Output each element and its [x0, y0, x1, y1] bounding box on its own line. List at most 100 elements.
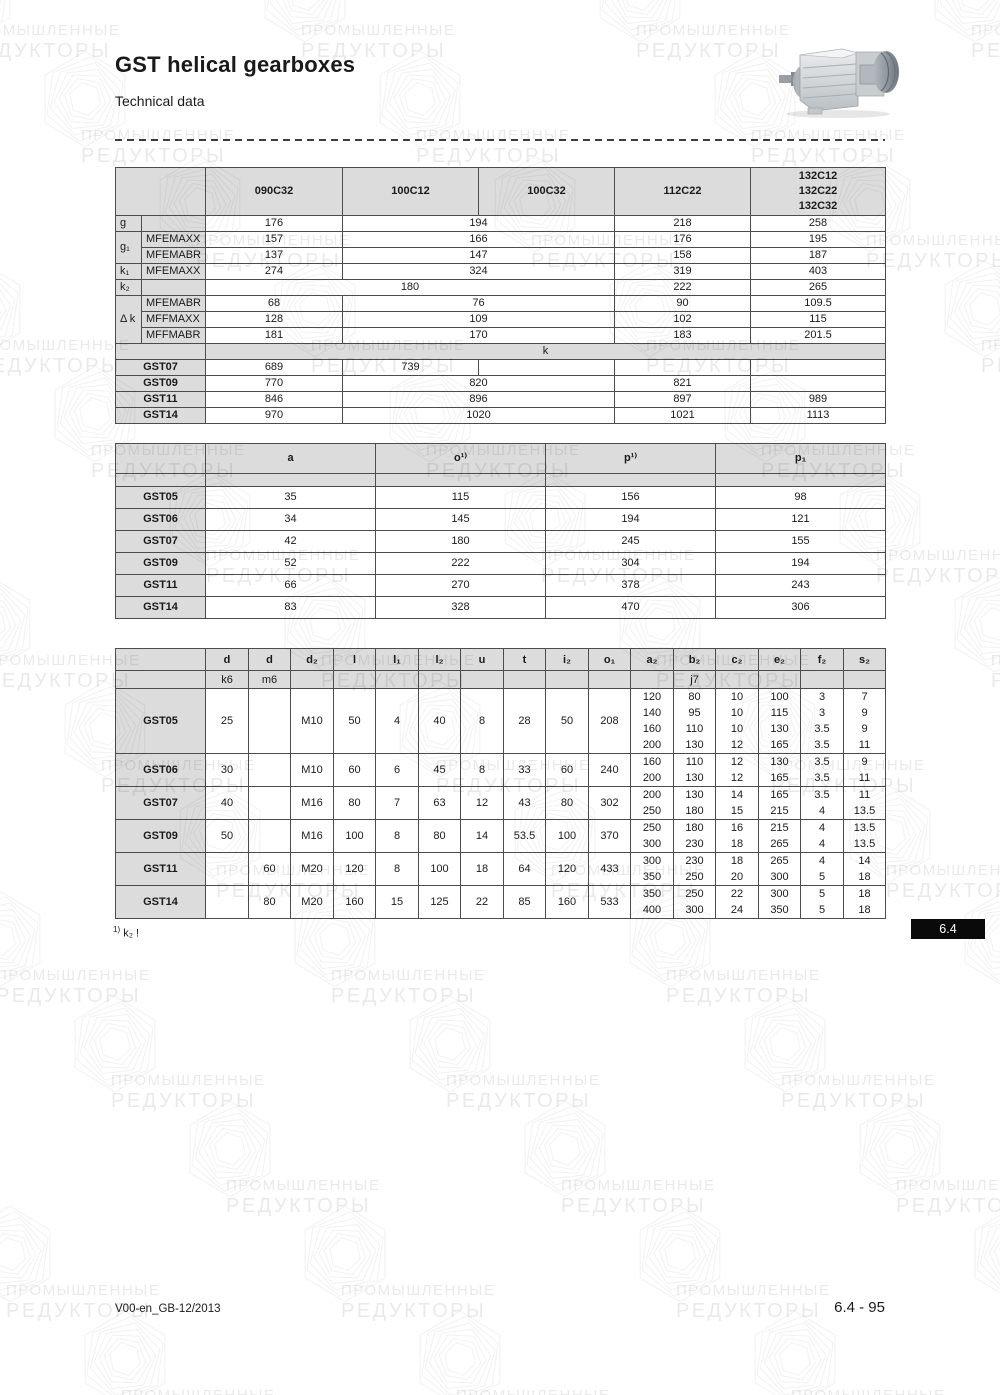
table-data-cell: 739 — [342, 359, 479, 376]
table-data-cell: 160 200 — [630, 753, 674, 787]
table-row: GST14 970 1020 1021 1113 — [115, 407, 886, 424]
table-data-cell: 137 — [205, 247, 343, 264]
table-data-cell: 9 11 — [843, 753, 886, 787]
table-row: k₁ MFEMAXX 274 324 319 403 — [115, 263, 886, 280]
table-row: GST07 689 739 — [115, 359, 886, 376]
table-data-cell: 100 — [418, 852, 461, 886]
watermark-text-line2: РЕДУКТОРЫ — [751, 145, 897, 167]
table-data-cell: 324 — [342, 263, 615, 280]
dashed-divider — [115, 139, 885, 141]
table-row: k6 m6 j7 — [115, 670, 886, 689]
table-data-cell: 50 — [333, 688, 376, 754]
table-data-cell: 821 — [614, 375, 751, 392]
table-data-cell: 50 — [545, 688, 589, 754]
table-data-cell: 250 300 — [630, 819, 674, 853]
table-data-cell: 102 — [614, 311, 751, 328]
watermark-text-line1: ПРОМЫШЛЕННЫЕ — [331, 967, 486, 984]
table-data-cell — [248, 688, 291, 754]
table-header-cell: c₂ — [715, 648, 759, 671]
table-gearbox-motor-dimensions: 090C32 100C12 100C32 112C22 132C12 132C22 13… — [115, 167, 886, 424]
watermark-text-line2: РЕДУКТОРЫ — [446, 1090, 592, 1112]
watermark-text-line2: РЕДУКТОРЫ — [226, 1195, 372, 1217]
table-data-cell: 274 — [205, 263, 343, 280]
table-data-cell: 60 — [333, 753, 376, 787]
table-data-cell: 115 — [375, 486, 546, 509]
table-data-cell: 110 130 — [673, 753, 716, 787]
table-header-cell: GST07 — [115, 530, 206, 553]
table-data-cell: 14 — [460, 819, 504, 853]
table-row: GST14 80 M20 160 15 125 22 85 160 533 350 400 250 3… — [115, 885, 886, 919]
table-data-cell: 165 215 — [758, 786, 801, 820]
watermark-text-line1: ПРОМЫШЛЕННЫЕ — [81, 127, 236, 144]
watermark-text-line2: РЕДУКТОРЫ — [866, 250, 1000, 272]
table-header-cell: i₂ — [545, 648, 589, 671]
table-data-cell: 35 — [205, 486, 376, 509]
table-data-cell: 100 — [333, 819, 376, 853]
watermark-text-line2: РЕДУКТОРЫ — [0, 670, 132, 692]
watermark-text-line2: РЕДУКТОРЫ — [676, 1300, 822, 1322]
page-number: 6.4 - 95 — [834, 1299, 885, 1316]
table-header-cell: GST06 — [115, 508, 206, 531]
watermark-text-line1: ПРОМЫШЛЕННЫЕ — [301, 22, 456, 39]
table-data-cell: 208 — [588, 688, 631, 754]
table-data-cell: 100 — [545, 819, 589, 853]
footnote: 1) k₂ ! — [113, 925, 139, 940]
table-data-cell: 18 18 — [843, 885, 886, 919]
watermark-text-line2: РЕДУКТОРЫ — [781, 1090, 927, 1112]
table-data-cell: 5 5 — [800, 885, 844, 919]
table-data-cell: 187 — [750, 247, 886, 264]
table-data-cell: 897 — [614, 391, 751, 408]
table-data-cell: 85 — [503, 885, 546, 919]
table-header-cell: 112C22 — [614, 167, 751, 216]
table-header-cell: GST05 — [115, 688, 206, 754]
table-header-cell — [205, 473, 376, 487]
watermark-text-line1: ПРОМЫШЛЕННЫЕ — [121, 1387, 275, 1395]
watermark-text-line2: РЕДУКТОРЫ — [981, 355, 1000, 377]
table-data-cell: 130 165 — [758, 753, 801, 787]
table-data-cell: 240 — [588, 753, 631, 787]
table-data-cell: 155 — [715, 530, 886, 553]
table-data-cell: 90 — [614, 295, 751, 312]
table-header-cell — [630, 670, 674, 689]
table-data-cell: 370 — [588, 819, 631, 853]
table-data-cell: 109 — [342, 311, 615, 328]
table-header-cell: l — [333, 648, 376, 671]
table-header-cell: GST09 — [115, 552, 206, 575]
table-data-cell: 245 — [545, 530, 716, 553]
table-data-cell: 265 — [750, 279, 886, 296]
shaft-and-key-dimensions: d d d₂ l l₁ l₂ u t i₂ o₁ a₂ b₂ c₂ e₂ f₂ s₂ k6 m6 j7 GST05 25… — [115, 648, 886, 919]
table-data-cell: 770 — [205, 375, 343, 392]
table-row: d d d₂ l l₁ l₂ u t i₂ o₁ a₂ b₂ c₂ e₂ f₂ s₂ — [115, 648, 886, 671]
table-data-cell: 194 — [545, 508, 716, 531]
table-header-cell: MFEMAXX — [141, 263, 206, 280]
table-header-cell — [715, 670, 759, 689]
table-data-cell: 80 95 110 130 — [673, 688, 716, 754]
table-data-cell: 8 — [375, 819, 419, 853]
table-header-cell — [375, 473, 546, 487]
table-data-cell — [248, 819, 291, 853]
table-data-cell: 120 — [333, 852, 376, 886]
table-data-cell: 3.5 4 — [800, 786, 844, 820]
table-data-cell: 64 — [503, 852, 546, 886]
table-header-cell: GST14 — [115, 596, 206, 619]
table-data-cell: 243 — [715, 574, 886, 597]
table-data-cell: 989 — [750, 391, 886, 408]
table-header-cell: g — [115, 215, 142, 232]
table-header-cell: k6 — [205, 670, 249, 689]
table-header-cell: GST14 — [115, 885, 206, 919]
table-header-cell — [503, 670, 546, 689]
table-header-cell: o¹⁾ — [375, 443, 546, 474]
table-header-cell: a — [205, 443, 376, 474]
table-data-cell: 160 — [333, 885, 376, 919]
table-data-cell: 13.5 13.5 — [843, 819, 886, 853]
gearbox-main-dimensions: a o¹⁾ p¹⁾ p₁ GST05 35 115 156 98 GST06 34 145 194 121… — [115, 443, 886, 619]
table-row: GST05 35 115 156 98 — [115, 486, 886, 509]
table-header-cell: l₁ — [375, 648, 419, 671]
watermark-text-line1: ПРОМЫШЛЕННЫЕ — [896, 1177, 1000, 1194]
table-header-cell — [115, 670, 206, 689]
